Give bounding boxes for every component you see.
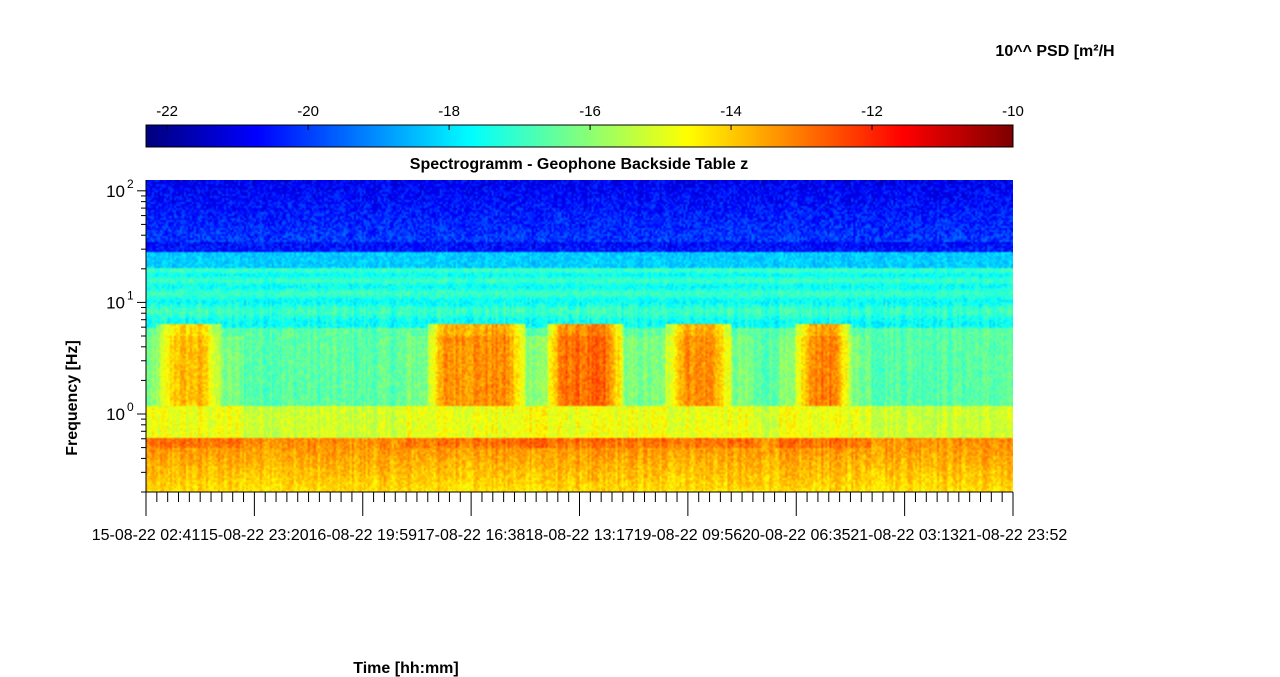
- y-tick-exponent: 0: [127, 400, 134, 414]
- colorbar-frame: [145, 124, 1014, 148]
- x-axis: 15-08-22 02:41 15-08-22 23:20 16-08-22 19:…: [92, 491, 1068, 544]
- colorbar-tick-label: -22: [156, 103, 178, 120]
- x-tick-label: 21-08-22 03:13: [850, 527, 959, 544]
- colorbar-tick-label: -20: [297, 103, 319, 120]
- colorbar-gradient: [146, 125, 1013, 147]
- colorbar-label: 10^^ PSD [m²/H: [995, 43, 1114, 60]
- y-tick-label: 10: [106, 405, 125, 424]
- x-tick-label: 16-08-22 19:59: [308, 527, 417, 544]
- colorbar: -22 -20 -18 -16 -14 -12 -10: [145, 103, 1024, 148]
- x-tick-label: 20-08-22 06:35: [742, 527, 851, 544]
- y-tick-label: 10: [106, 293, 125, 312]
- y-tick-exponent: 1: [127, 288, 134, 302]
- x-tick-label: 17-08-22 16:38: [417, 527, 526, 544]
- colorbar-tick-label: -10: [1002, 103, 1024, 120]
- x-axis-label: Time [hh:mm]: [353, 660, 458, 677]
- y-tick-exponent: 2: [127, 177, 134, 191]
- y-axis-label: Frequency [Hz]: [64, 340, 81, 456]
- colorbar-tick-label: -12: [861, 103, 883, 120]
- x-tick-label: 18-08-22 13:17: [525, 527, 634, 544]
- chart-title: Spectrogramm - Geophone Backside Table z: [410, 156, 748, 173]
- y-tick-label: 10: [106, 182, 125, 201]
- colorbar-tick-label: -14: [720, 103, 742, 120]
- x-tick-label: 21-08-22 23:52: [959, 527, 1068, 544]
- x-tick-label: 19-08-22 09:56: [634, 527, 743, 544]
- x-tick-label: 15-08-22 23:20: [200, 527, 309, 544]
- colorbar-tick-label: -18: [438, 103, 460, 120]
- colorbar-tick-label: -16: [579, 103, 601, 120]
- colorbar-ticks: -22 -20 -18 -16 -14 -12 -10: [156, 103, 1024, 130]
- spectrogram-image: [146, 180, 1013, 492]
- x-tick-label: 15-08-22 02:41: [92, 527, 201, 544]
